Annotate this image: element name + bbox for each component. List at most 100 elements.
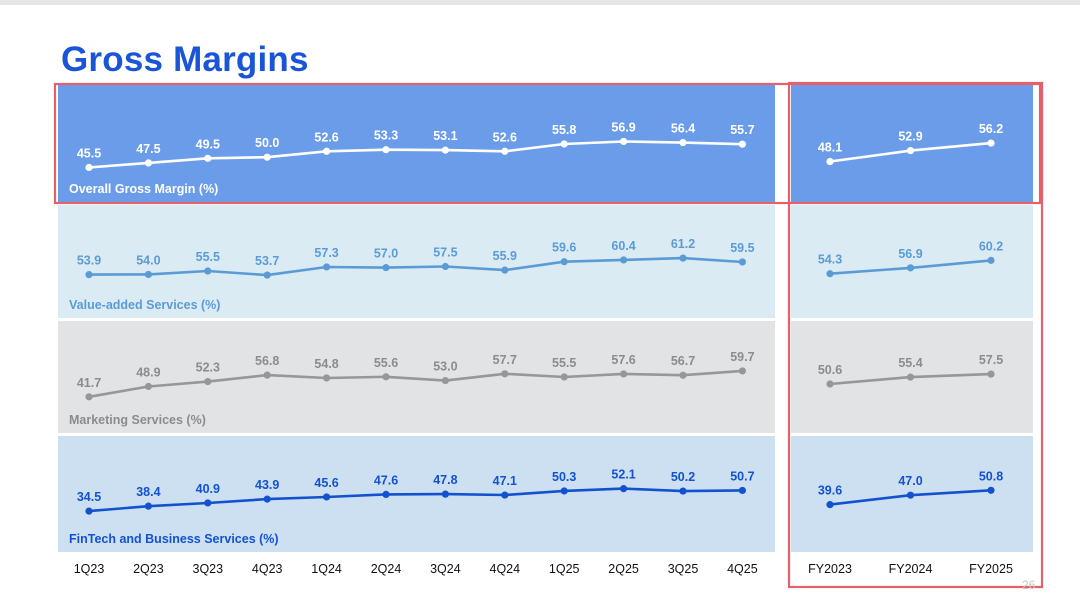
- quarterly-overall-gross-margin-point: [323, 147, 331, 155]
- annual-value-added-services-value-label: 54.3: [818, 253, 842, 267]
- quarterly-marketing-services-value-label: 57.6: [611, 353, 635, 367]
- quarterly-overall-gross-margin-value-label: 56.9: [611, 120, 635, 134]
- annual-overall-gross-margin-point: [826, 157, 834, 166]
- quarterly-overall-gross-margin-value-label: 45.5: [77, 146, 101, 160]
- quarterly-value-added-services-point: [263, 271, 271, 279]
- quarterly-fintech-and-business-services-point: [560, 487, 568, 495]
- quarterly-marketing-services-point: [560, 373, 568, 381]
- highlight-box-annual: [787, 81, 1044, 589]
- quarterly-fintech-and-business-services-point: [382, 490, 390, 498]
- quarterly-value-added-services-value-label: 59.6: [552, 241, 576, 255]
- quarterly-value-added-services-value-label: 55.9: [493, 249, 517, 263]
- quarterly-fintech-and-business-services-value-label: 43.9: [255, 478, 279, 492]
- quarterly-fintech-and-business-services-value-label: 45.6: [314, 476, 338, 490]
- annual-marketing-services-point: [906, 373, 915, 381]
- quarterly-fintech-and-business-services-point: [501, 491, 509, 499]
- quarterly-fintech-and-business-services-point: [679, 487, 687, 495]
- x-tick-label: 2Q23: [133, 562, 164, 576]
- quarterly-overall-gross-margin-point: [620, 137, 628, 146]
- panel-label-overall-gross-margin: Overall Gross Margin (%): [69, 182, 218, 196]
- quarterly-overall-gross-margin-point: [679, 139, 687, 147]
- annual-value-added-services-point: [826, 270, 834, 278]
- highlight-box-overall: [53, 82, 1042, 205]
- quarterly-value-added-services-point: [620, 256, 628, 264]
- quarterly-marketing-services-point: [323, 374, 331, 382]
- panel-quarterly-3: [58, 321, 775, 433]
- quarterly-fintech-and-business-services-point: [620, 485, 628, 493]
- x-tick-label-annual: FY2025: [969, 562, 1013, 576]
- quarterly-marketing-services-point: [441, 376, 449, 385]
- quarterly-value-added-services-point: [441, 262, 449, 271]
- quarterly-marketing-services-point: [144, 382, 152, 391]
- quarterly-overall-gross-margin-value-label: 49.5: [196, 137, 220, 151]
- quarterly-value-added-services-point: [560, 258, 568, 266]
- quarterly-fintech-and-business-services-value-label: 34.5: [77, 490, 101, 504]
- quarterly-fintech-and-business-services-value-label: 50.7: [730, 469, 754, 483]
- annual-value-added-services-value-label: 56.9: [898, 247, 922, 261]
- quarterly-marketing-services-value-label: 52.3: [196, 361, 220, 375]
- quarterly-fintech-and-business-services-point: [323, 493, 331, 501]
- quarterly-overall-gross-margin-value-label: 53.1: [433, 129, 457, 143]
- annual-overall-gross-margin-value-label: 52.9: [898, 130, 922, 144]
- annual-fintech-and-business-services-point: [906, 491, 915, 499]
- quarterly-value-added-services-value-label: 53.9: [77, 254, 101, 268]
- x-tick-label-annual: FY2023: [808, 562, 852, 576]
- top-strip: [0, 0, 1080, 5]
- annual-marketing-services-value-label: 50.6: [818, 363, 842, 377]
- quarterly-value-added-services-point: [382, 264, 390, 272]
- annual-fintech-and-business-services-point: [826, 501, 834, 509]
- quarterly-marketing-services-point: [679, 371, 687, 379]
- quarterly-overall-gross-margin-line: [88, 140, 743, 169]
- quarterly-marketing-services-point: [263, 371, 271, 379]
- quarterly-value-added-services-point: [679, 254, 687, 262]
- annual-fintech-and-business-services-point: [987, 486, 995, 494]
- quarterly-fintech-and-business-services-point: [204, 499, 212, 507]
- annual-value-added-services-point: [987, 256, 995, 264]
- quarterly-value-added-services-value-label: 57.5: [433, 246, 457, 260]
- annual-overall-gross-margin-value-label: 48.1: [818, 141, 842, 155]
- quarterly-overall-gross-margin-value-label: 53.3: [374, 129, 398, 143]
- x-tick-label: 3Q24: [430, 562, 461, 576]
- x-tick-label: 3Q25: [668, 562, 699, 576]
- quarterly-fintech-and-business-services-point: [441, 490, 449, 498]
- quarterly-value-added-services-value-label: 61.2: [671, 237, 695, 251]
- quarterly-fintech-and-business-services-value-label: 52.1: [611, 468, 635, 482]
- x-tick-label: 2Q24: [371, 562, 402, 576]
- quarterly-overall-gross-margin-value-label: 50.0: [255, 136, 279, 150]
- quarterly-overall-gross-margin-value-label: 55.7: [730, 123, 754, 137]
- quarterly-value-added-services-value-label: 57.0: [374, 247, 398, 261]
- quarterly-marketing-services-value-label: 54.8: [314, 357, 338, 371]
- quarterly-value-added-services-value-label: 59.5: [730, 241, 754, 255]
- quarterly-value-added-services-point: [85, 271, 93, 279]
- quarterly-fintech-and-business-services-value-label: 47.8: [433, 473, 457, 487]
- quarterly-fintech-and-business-services-point: [144, 502, 152, 510]
- quarterly-fintech-and-business-services-line: [88, 487, 743, 513]
- quarterly-overall-gross-margin-point: [441, 146, 449, 154]
- quarterly-marketing-services-point: [204, 377, 212, 386]
- panel-quarterly-2: [58, 205, 775, 318]
- quarterly-value-added-services-value-label: 55.5: [196, 250, 220, 264]
- quarterly-value-added-services-value-label: 53.7: [255, 254, 279, 268]
- panel-quarterly-1: [58, 85, 775, 202]
- quarterly-marketing-services-value-label: 41.7: [77, 376, 101, 390]
- quarterly-overall-gross-margin-point: [263, 153, 271, 161]
- panel-label-value-added-services: Value-added Services (%): [69, 298, 220, 312]
- quarterly-fintech-and-business-services-value-label: 40.9: [196, 482, 220, 496]
- x-tick-label-annual: FY2024: [889, 562, 933, 576]
- x-tick-label: 4Q23: [252, 562, 283, 576]
- quarterly-overall-gross-margin-point: [204, 154, 212, 162]
- x-tick-label: 3Q23: [193, 562, 224, 576]
- annual-fintech-and-business-services-value-label: 39.6: [818, 484, 842, 498]
- quarterly-fintech-and-business-services-value-label: 47.1: [493, 474, 517, 488]
- quarterly-value-added-services-point: [323, 263, 331, 271]
- annual-overall-gross-margin-point: [987, 139, 995, 147]
- x-tick-label: 1Q24: [311, 562, 342, 576]
- quarterly-marketing-services-value-label: 48.9: [136, 365, 160, 379]
- quarterly-overall-gross-margin-point: [738, 140, 747, 148]
- quarterly-fintech-and-business-services-value-label: 50.3: [552, 470, 576, 484]
- quarterly-value-added-services-point: [738, 258, 747, 266]
- quarterly-overall-gross-margin-point: [382, 146, 390, 154]
- page-number: 26: [1022, 578, 1036, 592]
- quarterly-marketing-services-point: [382, 373, 390, 381]
